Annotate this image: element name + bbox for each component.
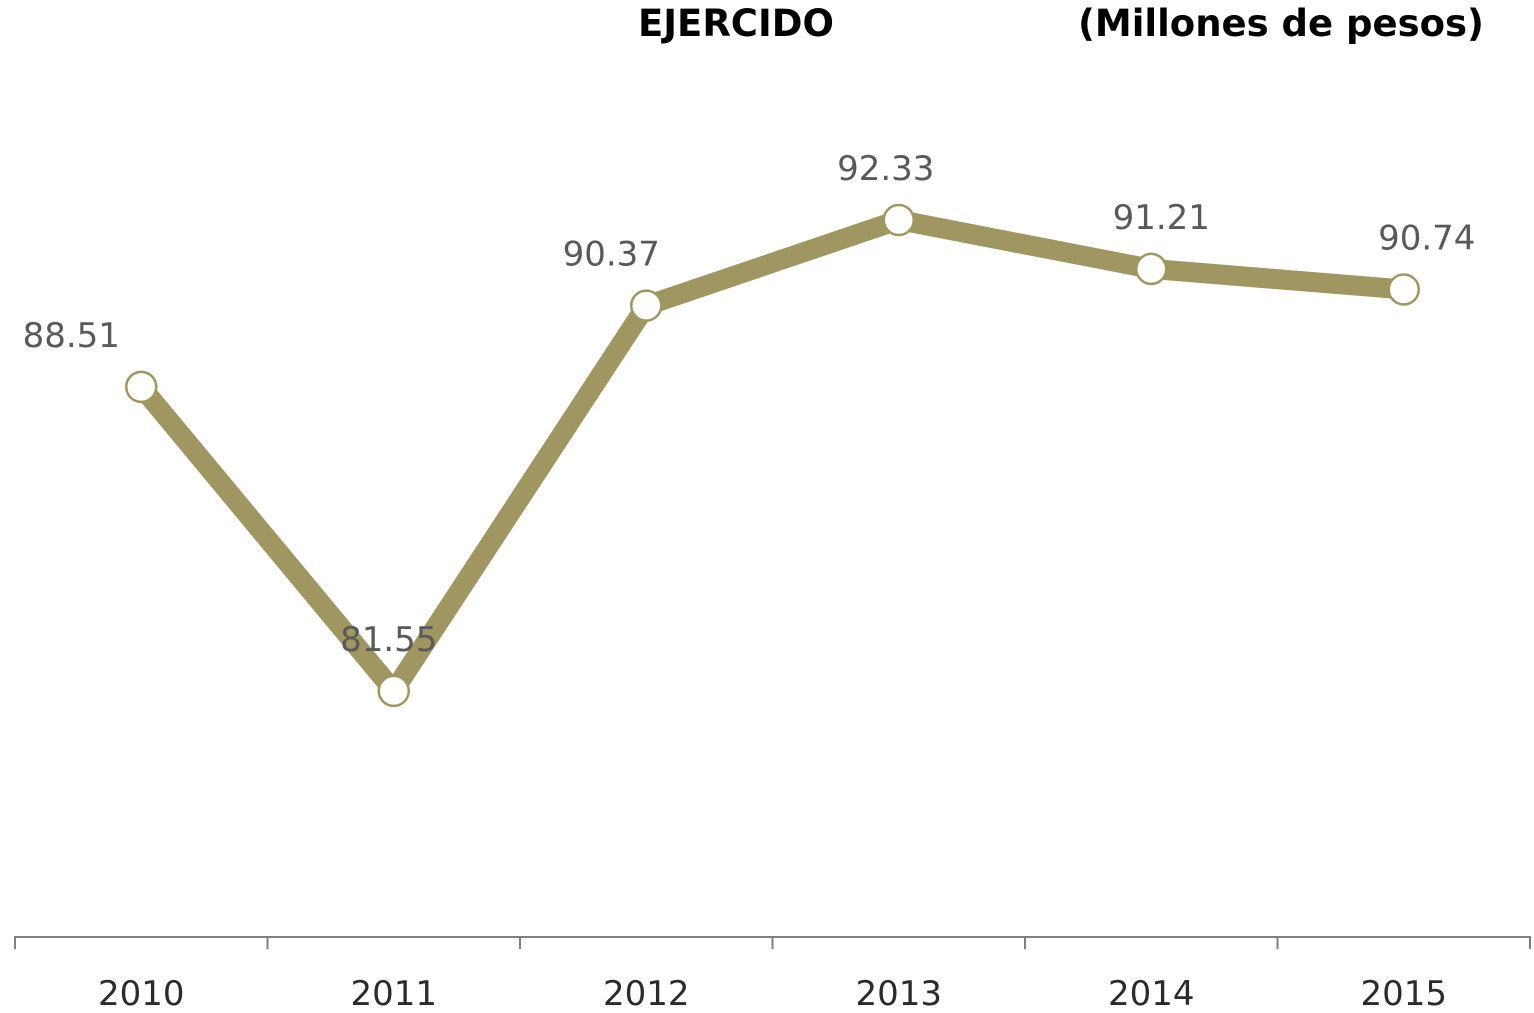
series-line	[131, 210, 1414, 701]
x-axis	[14, 936, 1531, 949]
data-points	[125, 203, 1420, 708]
chart-title: EJERCIDO	[638, 2, 834, 45]
x-tick-label-2011: 2011	[350, 974, 437, 1013]
series-line-group	[131, 210, 1414, 701]
data-label-2015: 90.74	[1378, 218, 1475, 258]
data-point-2014	[1135, 252, 1168, 286]
chart-subtitle: (Millones de pesos)	[1078, 2, 1484, 45]
data-label-2012: 90.37	[563, 235, 660, 275]
x-tick-label-2010: 2010	[98, 974, 185, 1013]
data-point-2013	[882, 203, 915, 237]
data-labels: 88.51 81.55 90.37 92.33 91.21 90.74	[23, 149, 1476, 660]
data-point-2012	[630, 289, 663, 322]
data-label-2010: 88.51	[23, 316, 120, 356]
data-label-2014: 91.21	[1113, 198, 1210, 238]
x-tick-label-2013: 2013	[855, 974, 942, 1013]
x-tick-label-2012: 2012	[603, 974, 690, 1013]
data-point-2015	[1387, 273, 1420, 306]
x-tick-label-2015: 2015	[1360, 974, 1447, 1013]
data-point-2011	[377, 674, 410, 708]
x-tick-label-2014: 2014	[1108, 974, 1195, 1013]
data-point-2010	[125, 370, 158, 404]
data-label-2013: 92.33	[837, 149, 934, 189]
x-tick-labels: 2010 2011 2012 2013 2014 2015	[98, 974, 1447, 1013]
data-label-2011: 81.55	[340, 620, 437, 660]
